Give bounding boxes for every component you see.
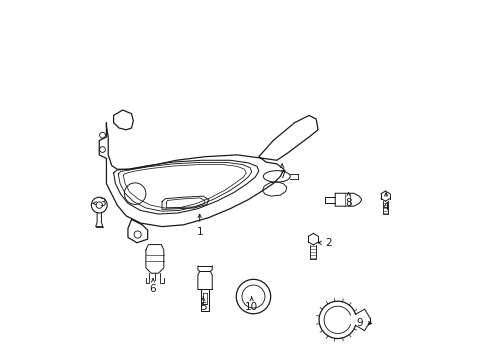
Text: 9: 9: [355, 319, 371, 328]
Text: 1: 1: [196, 214, 203, 237]
Text: 5: 5: [200, 297, 206, 312]
Text: 6: 6: [149, 279, 156, 294]
Text: 7: 7: [278, 164, 285, 180]
Text: 3: 3: [93, 198, 106, 208]
Text: 4: 4: [382, 193, 388, 212]
Text: 10: 10: [244, 297, 258, 312]
Text: 8: 8: [345, 193, 351, 208]
Text: 2: 2: [318, 238, 331, 248]
